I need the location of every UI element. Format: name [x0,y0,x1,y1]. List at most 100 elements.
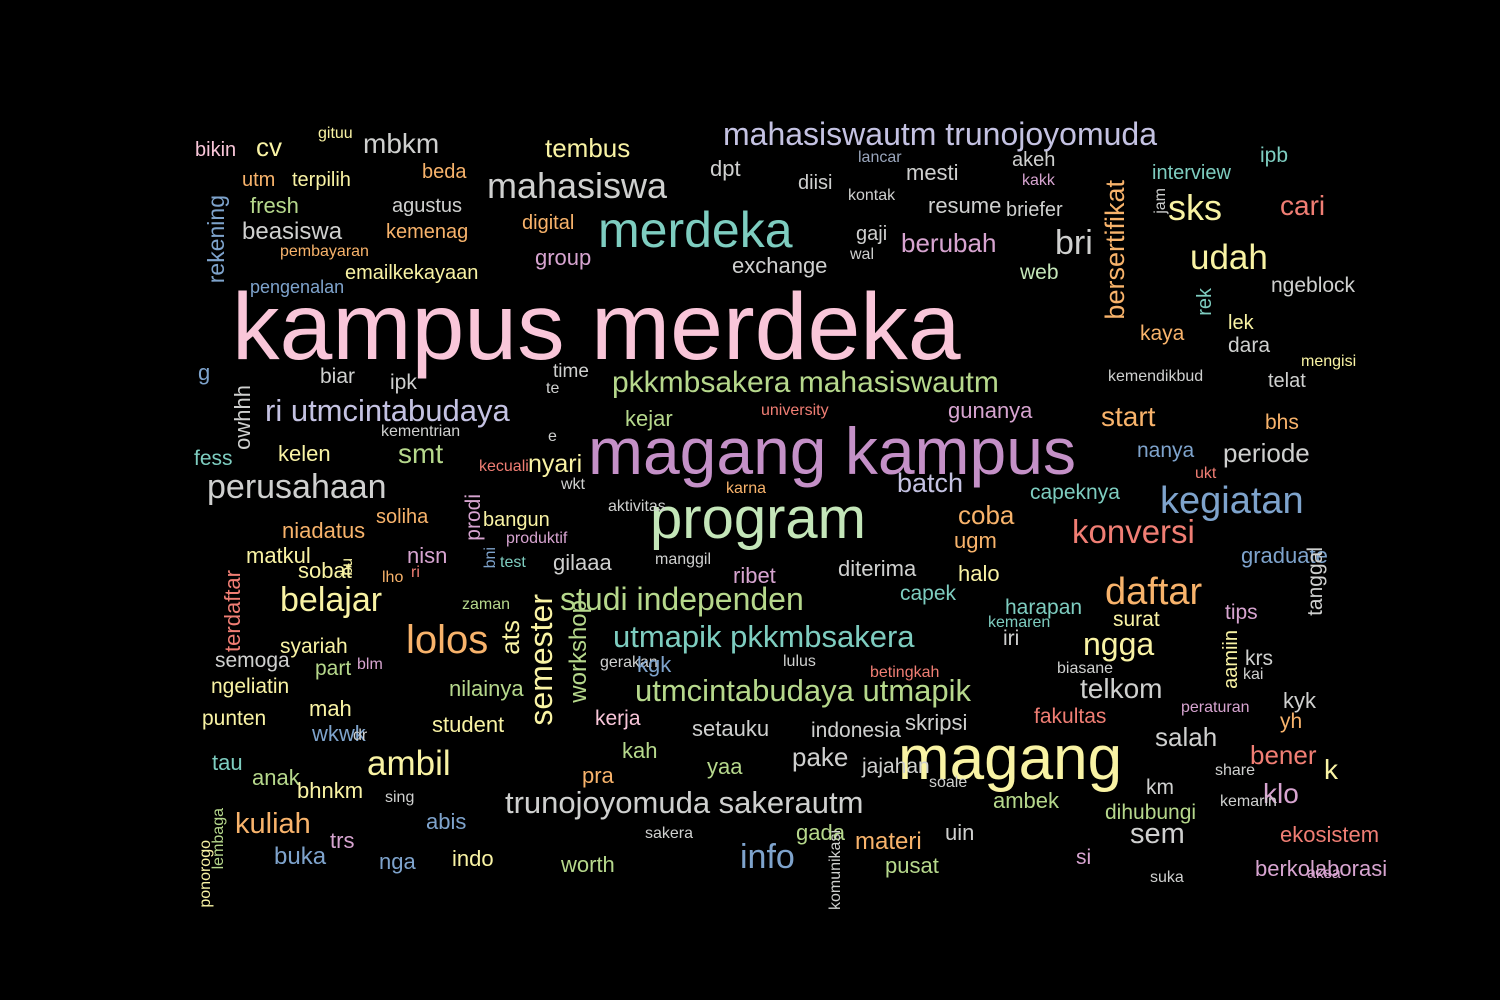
word: k [1324,754,1338,785]
word: tau [212,750,243,775]
word: utmcintabudaya utmapik [635,673,972,708]
word: semoga [215,649,290,672]
word: part [315,657,352,680]
word: yh [1280,710,1303,733]
word: terdaftar [220,570,245,652]
word: kemaren [988,614,1051,631]
word: kegiatan [1160,480,1304,522]
word: akeh [1012,149,1056,171]
word: kemendikbud [1108,368,1204,385]
word: rek [1194,288,1216,316]
word: nisn [407,543,448,568]
word: blm [357,656,383,673]
word: peraturan [1181,699,1250,716]
word: bri [1055,224,1093,262]
word: worth [561,852,615,877]
word: lho [382,569,404,586]
word: punten [202,707,267,730]
word: bni [482,547,499,569]
word: tips [1225,601,1258,624]
word: pkkmbsakera mahasiswautm [612,366,999,399]
word: ipk [390,371,417,394]
word: university [761,402,829,419]
word: digital [522,212,575,234]
word: kecuali [479,458,529,475]
word: time [553,361,589,382]
word: kemarin [1220,793,1277,810]
word: ugm [954,528,997,553]
word: trunojoyomuda sakerautm [505,785,864,820]
word: halo [958,561,1000,586]
word: lancar [858,149,902,166]
word: test [500,554,526,571]
word: merdeka [598,202,793,258]
word: ambil [367,744,451,783]
word: zaman [462,596,511,613]
word: bu [339,558,356,576]
word: konversi [1072,513,1195,550]
word: berkolaborasi [1255,856,1388,881]
word: sks [1168,187,1222,228]
word: bhs [1265,411,1299,434]
word: owhhh [230,385,255,450]
word: matkul [246,543,311,568]
word: ukt [1195,465,1217,482]
word: suka [1150,869,1184,886]
word: web [1020,261,1059,284]
word: dara [1228,334,1271,357]
word: udah [1190,238,1268,277]
word: gerakan [600,654,658,671]
word: kai [1243,666,1264,683]
word: bikin [195,139,237,161]
word: komunikasi [827,830,844,911]
word: smt [398,438,444,469]
word: jajahan [862,755,930,778]
word: daftar [1105,571,1203,613]
word: g [198,360,211,385]
word: emailkekayaan [345,262,479,284]
word: aamiin [1220,630,1242,689]
word: kampus merdeka [232,274,961,380]
word: si [1076,846,1092,869]
word: program [650,486,866,551]
word: beda [422,161,467,183]
word: graduate [1241,543,1328,568]
word: dpt [710,156,741,181]
word: kementrian [381,423,461,440]
word: ats [495,620,525,655]
word: kgk [637,652,672,677]
word: pengenalan [250,277,345,297]
word: pembayaran [280,243,369,260]
word: biasane [1057,660,1114,677]
word: mbkm [363,128,440,159]
word: e [548,428,557,445]
word: tembus [545,133,631,163]
word: kyk [1283,688,1316,713]
word: kemenag [386,221,469,243]
word: ri [411,564,420,581]
word: gilaaa [553,550,612,575]
word: workshop [565,600,592,703]
word: share [1215,762,1256,779]
word: klo [1263,778,1299,809]
word: kaya [1140,322,1185,345]
word: sobat [298,558,352,583]
word: kerja [595,707,641,730]
word: exchange [732,253,828,278]
word: fess [194,447,233,470]
word: soale [929,774,968,791]
word: kakk [1022,172,1055,189]
word: salah [1155,722,1218,752]
word: terpilih [292,169,351,191]
word: start [1101,401,1156,432]
word: ngeliatin [211,675,290,698]
word: nilainya [449,676,524,701]
word: pake [792,742,849,772]
word: coba [958,500,1015,530]
word: kelen [278,441,331,466]
word: kontak [848,187,896,204]
word: aksa [1307,865,1341,882]
word: utm [242,169,276,191]
word: ipb [1260,144,1289,167]
